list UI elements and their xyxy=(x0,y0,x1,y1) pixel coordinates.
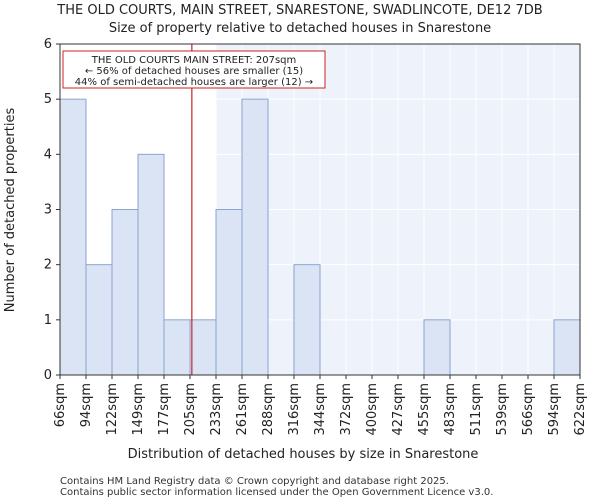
bar-594sqm xyxy=(553,319,581,376)
y-tick-label: 1 xyxy=(44,313,52,328)
y-axis-ticks: 0 1 2 3 4 5 6 xyxy=(44,37,60,383)
x-tick-label: 66sqm xyxy=(53,383,68,427)
bar-455sqm xyxy=(423,319,451,376)
x-tick-label: 205sqm xyxy=(183,383,198,436)
x-axis-ticks: 66sqm 94sqm 122sqm 149sqm 177sqm 205sqm 233sqm… xyxy=(53,375,588,436)
annotation-line-2: ← 56% of detached houses are smaller (15… xyxy=(85,66,303,77)
x-tick-label: 455sqm xyxy=(417,383,432,436)
x-tick-label: 372sqm xyxy=(339,383,354,436)
bar-233sqm xyxy=(215,209,243,376)
y-tick-label: 4 xyxy=(44,147,52,162)
annotation-line-1: THE OLD COURTS MAIN STREET: 207sqm xyxy=(91,55,297,66)
x-tick-label: 539sqm xyxy=(495,383,510,436)
bars xyxy=(59,98,581,376)
annotation-box xyxy=(62,50,326,89)
y-tick-label: 5 xyxy=(44,92,52,107)
x-axis-label: Distribution of detached houses by size … xyxy=(128,447,479,462)
x-tick-label: 427sqm xyxy=(391,383,406,436)
x-tick-label: 149sqm xyxy=(131,383,146,436)
y-axis-label: Number of detached properties xyxy=(3,108,18,313)
x-tick-label: 622sqm xyxy=(573,383,588,436)
y-tick-label: 2 xyxy=(44,258,52,273)
x-tick-label: 288sqm xyxy=(261,383,276,436)
x-tick-label: 233sqm xyxy=(209,383,224,436)
x-tick-label: 94sqm xyxy=(79,383,94,427)
bar-316sqm xyxy=(293,264,321,376)
x-tick-label: 400sqm xyxy=(365,383,380,436)
footer-line-1: Contains HM Land Registry data © Crown c… xyxy=(60,476,449,487)
y-tick-label: 6 xyxy=(44,37,52,52)
bar-149sqm xyxy=(137,153,165,376)
y-tick-label: 3 xyxy=(44,203,52,218)
bar-66sqm xyxy=(59,98,87,376)
x-tick-label: 566sqm xyxy=(521,383,536,436)
x-tick-label: 177sqm xyxy=(157,383,172,436)
bar-177sqm xyxy=(163,319,191,376)
bar-261sqm xyxy=(241,98,269,376)
x-tick-label: 594sqm xyxy=(547,383,562,436)
bar-205sqm xyxy=(189,319,217,376)
chart-subtitle: Size of property relative to detached ho… xyxy=(109,21,491,36)
x-tick-label: 344sqm xyxy=(313,383,328,436)
y-tick-label: 0 xyxy=(44,368,52,383)
x-tick-label: 122sqm xyxy=(105,383,120,436)
bar-94sqm xyxy=(85,264,113,376)
x-tick-label: 483sqm xyxy=(443,383,458,436)
footer-line-2: Contains public sector information licen… xyxy=(60,487,493,498)
chart-title: THE OLD COURTS, MAIN STREET, SNARESTONE,… xyxy=(56,3,542,18)
x-tick-label: 511sqm xyxy=(469,383,484,436)
annotation-line-3: 44% of semi-detached houses are larger (… xyxy=(75,77,313,88)
x-tick-label: 261sqm xyxy=(235,383,250,436)
x-tick-label: 316sqm xyxy=(287,383,302,436)
bar-122sqm xyxy=(111,209,139,376)
